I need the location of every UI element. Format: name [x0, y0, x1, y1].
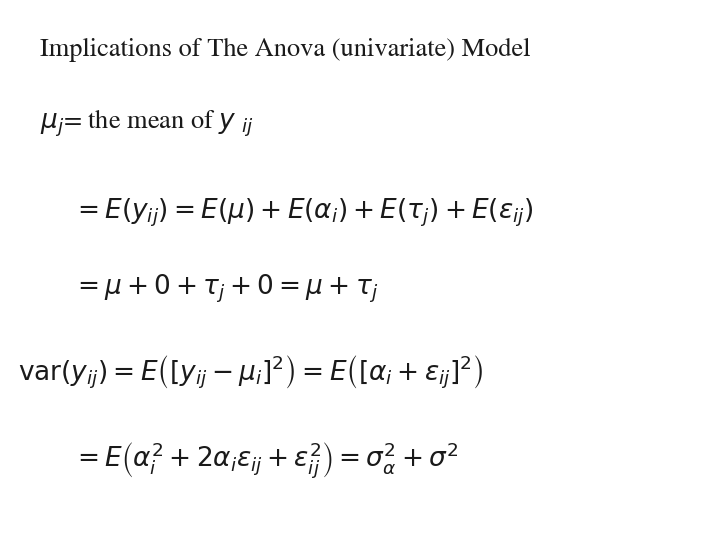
Text: $= \mu + 0 + \tau_j+ 0 = \mu + \tau_j$: $= \mu + 0 + \tau_j+ 0 = \mu + \tau_j$	[72, 273, 378, 305]
Text: $\mu_j$= the mean of $y$ $_{ij}$: $\mu_j$= the mean of $y$ $_{ij}$	[40, 108, 253, 139]
Text: Implications of The Anova (univariate) Model: Implications of The Anova (univariate) M…	[40, 38, 530, 62]
Text: $= E\left(\alpha_i^{2} + 2\alpha_i\varepsilon_{ij} + \varepsilon_{ij}^{2}\right): $= E\left(\alpha_i^{2} + 2\alpha_i\varep…	[72, 440, 459, 480]
Text: $= E\left(y_{ij}\right)= E\left(\mu\right)+ E\left(\alpha_i\right)+ E\left(\tau_: $= E\left(y_{ij}\right)= E\left(\mu\righ…	[72, 197, 534, 230]
Text: $\mathrm{var}\left(y_{ij}\right)= E\left(\left[y_{ij} - \mu_i\right]^{2}\right)=: $\mathrm{var}\left(y_{ij}\right)= E\left…	[18, 354, 483, 391]
